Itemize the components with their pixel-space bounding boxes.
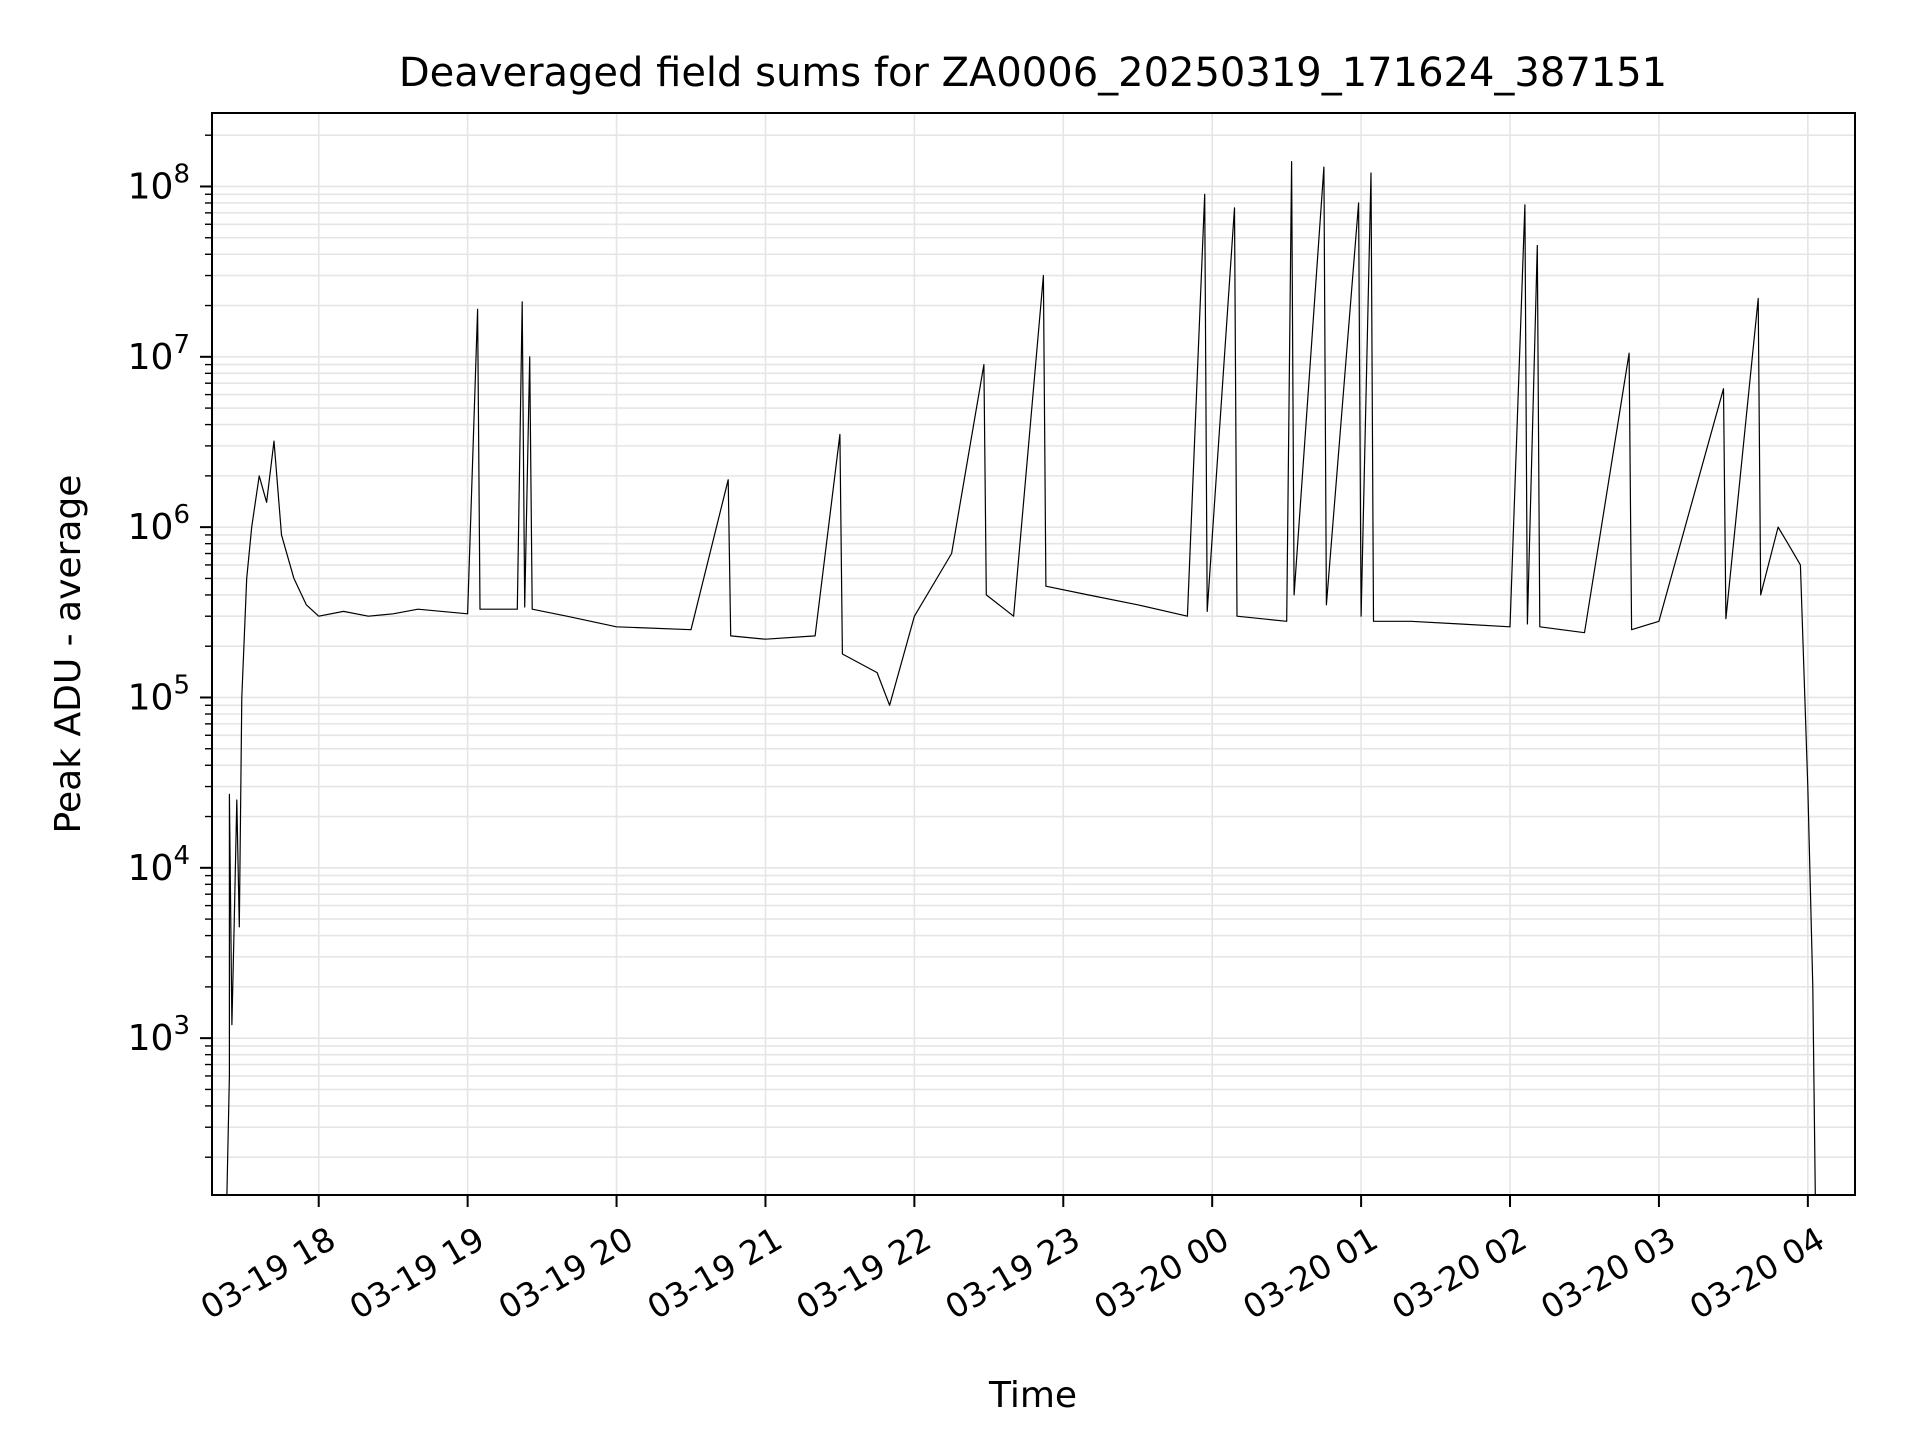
x-tick-label: 03-20 03 [1534, 1219, 1682, 1327]
plot-frame [211, 112, 1856, 1196]
y-tick-label: 104 [128, 841, 190, 889]
y-axis: 103 104 105 106 107 108 [128, 134, 212, 1158]
minor-grid [212, 134, 1855, 1159]
y-tick-label: 106 [128, 500, 190, 548]
x-tick-label: 03-20 04 [1683, 1219, 1831, 1327]
x-tick-label: 03-19 20 [492, 1219, 640, 1327]
y-tick-label: 107 [128, 330, 190, 378]
x-tick-label: 03-20 02 [1385, 1219, 1533, 1327]
x-axis: 03-19 18 03-19 19 03-19 20 03-19 21 03-19 22… [194, 1195, 1831, 1327]
major-grid [317, 113, 1809, 1195]
x-tick-label: 03-19 21 [641, 1219, 789, 1327]
x-tick-label: 03-19 19 [343, 1219, 491, 1327]
x-tick-label: 03-20 01 [1236, 1219, 1384, 1327]
x-tick-label: 03-20 00 [1087, 1219, 1235, 1327]
series-line-peak-adu [226, 161, 1816, 1196]
x-axis-label: Time [988, 1375, 1077, 1416]
y-tick-label: 105 [128, 670, 190, 718]
y-axis-label: Peak ADU - average [48, 475, 89, 834]
y-tick-label: 103 [128, 1011, 190, 1059]
chart-title: Deaveraged field sums for ZA0006_2025031… [399, 50, 1667, 96]
x-tick-label: 03-19 23 [938, 1219, 1086, 1327]
x-tick-label: 03-19 18 [194, 1219, 342, 1327]
y-tick-label: 108 [128, 159, 190, 207]
x-tick-label: 03-19 22 [790, 1219, 938, 1327]
